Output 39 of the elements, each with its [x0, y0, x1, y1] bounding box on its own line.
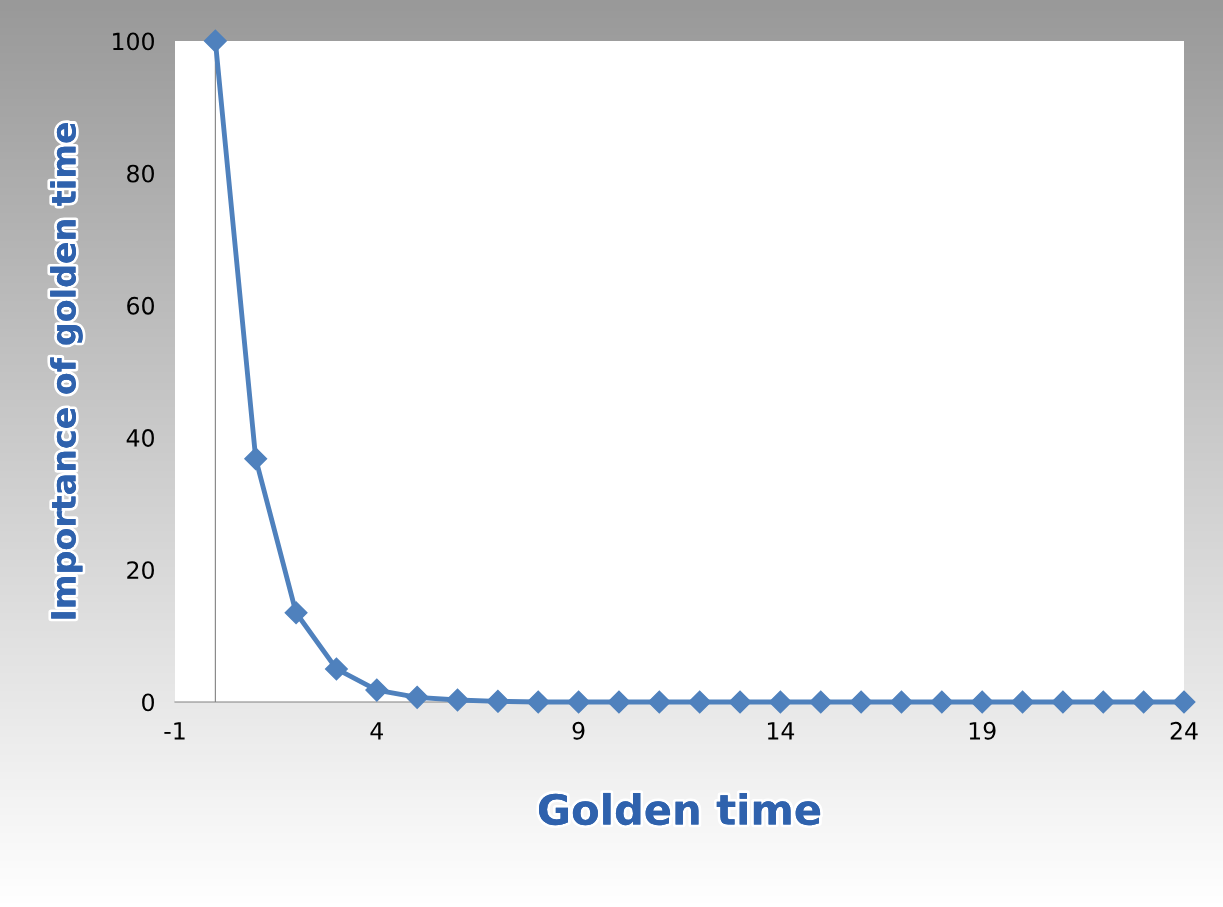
point	[1051, 690, 1075, 714]
point	[768, 690, 792, 714]
y-axis-title: Importance of golden time	[50, 123, 83, 619]
y-tick-label: 40	[126, 429, 154, 447]
point	[607, 690, 631, 714]
y-tick-label: 100	[113, 32, 154, 51]
point	[889, 690, 913, 714]
x-tick-label: 14	[767, 722, 795, 740]
x-tick-label: 24	[1170, 721, 1198, 740]
point	[203, 29, 227, 53]
x-tick-label: 9	[572, 721, 585, 740]
point	[244, 447, 268, 471]
point	[365, 678, 389, 702]
point	[284, 601, 308, 625]
y-tick-label: 80	[127, 164, 154, 183]
y-tick-label: 60	[127, 296, 154, 315]
point	[1132, 690, 1156, 714]
point	[647, 690, 671, 714]
y-tick-label: 0	[142, 693, 154, 712]
point	[1011, 690, 1035, 714]
x-tick-label: -1	[164, 722, 185, 740]
point	[728, 690, 752, 714]
point	[1091, 690, 1115, 714]
point	[809, 690, 833, 714]
point	[930, 690, 954, 714]
point	[526, 690, 550, 714]
point	[486, 689, 510, 713]
x-tick-label: 4	[370, 722, 383, 740]
point	[970, 690, 994, 714]
point	[1172, 690, 1196, 714]
point	[567, 690, 591, 714]
point	[446, 688, 470, 712]
x-axis-title: Golden time	[538, 792, 821, 826]
y-tick-label: 20	[127, 561, 154, 580]
point	[688, 690, 712, 714]
point	[405, 685, 429, 709]
point	[324, 657, 348, 681]
point	[849, 690, 873, 714]
x-tick-label: 19	[969, 721, 996, 740]
